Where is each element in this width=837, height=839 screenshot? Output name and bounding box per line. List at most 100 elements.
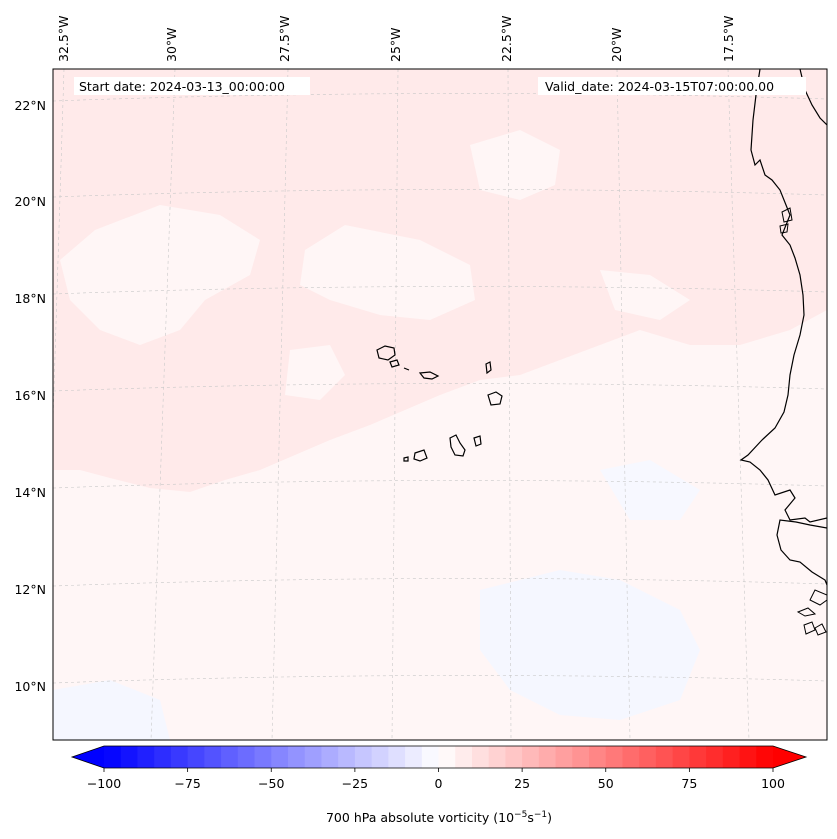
colorbar-segments	[72, 746, 806, 768]
colorbar-segment	[672, 746, 690, 768]
boa-vista-island	[487, 391, 503, 406]
lon-label: 30°W	[164, 27, 179, 62]
colorbar: −100 −75 −50 −25 0 25 50 75 100 700 hPa absolute…	[70, 745, 808, 825]
lat-label: 16°N	[14, 388, 46, 403]
colorbar-segment	[689, 746, 707, 768]
sao-nicolau-island	[418, 371, 440, 380]
colorbar-segment	[455, 746, 473, 768]
colorbar-segment	[589, 746, 607, 768]
negative-vorticity-region	[53, 680, 170, 740]
colorbar-segment	[655, 746, 674, 768]
colorbar-segment	[321, 746, 339, 768]
colorbar-segment	[522, 746, 540, 768]
colorbar-segment	[471, 746, 490, 768]
colorbar-segment	[354, 746, 373, 768]
colorbar-segment	[187, 746, 205, 768]
bissagos-coastline	[809, 589, 827, 606]
lon-label: 22.5°W	[499, 16, 514, 62]
colorbar-tick-label: 0	[435, 776, 443, 791]
colorbar-segment	[120, 746, 139, 768]
colorbar-segment	[538, 746, 557, 768]
africa-coastline-south	[776, 519, 827, 586]
lat-label: 18°N	[14, 291, 46, 306]
colorbar-tick-label: −100	[87, 776, 121, 791]
negative-vorticity-region	[600, 460, 700, 520]
colorbar-segment	[505, 746, 523, 768]
map-frame	[52, 68, 828, 741]
valid-date-label: Valid_date: 2024-03-15T07:00:00.00	[545, 79, 774, 94]
colorbar-segment	[438, 746, 456, 768]
maio-island	[473, 435, 482, 447]
negative-vorticity-region	[480, 570, 700, 720]
colorbar-extend-low	[72, 746, 104, 768]
colorbar-segment	[572, 746, 590, 768]
colorbar-segment	[338, 746, 356, 768]
brava-island	[403, 456, 409, 462]
santo-antao-island	[376, 345, 396, 361]
colorbar-segment	[421, 746, 440, 768]
colorbar-tick-label: −25	[342, 776, 368, 791]
colorbar-segment	[639, 746, 657, 768]
colorbar-segment	[388, 746, 406, 768]
colorbar-tick-label: 50	[598, 776, 614, 791]
colorbar-segment	[722, 746, 741, 768]
colorbar-segment	[170, 746, 189, 768]
weak-vorticity-patch	[600, 270, 690, 320]
colorbar-segment	[104, 746, 122, 768]
weak-vorticity-patch	[60, 205, 260, 345]
colorbar-tick-label: 75	[681, 776, 697, 791]
lon-label: 17.5°W	[721, 16, 736, 62]
cape-verde-islands	[376, 345, 503, 462]
bissagos-islands	[796, 607, 827, 636]
fogo-island	[413, 449, 428, 462]
sal-island	[485, 361, 492, 375]
banc-d-arguin-islands	[779, 207, 793, 234]
weak-vorticity-patch	[285, 345, 345, 400]
colorbar-segment	[271, 746, 289, 768]
lon-label: 25°W	[388, 27, 403, 62]
colorbar-segment	[287, 746, 306, 768]
longitude-labels: 32.5°W 30°W 27.5°W 25°W 22.5°W 20°W 17.5…	[56, 16, 736, 62]
lat-label: 22°N	[14, 98, 46, 113]
santa-luzia-island	[403, 367, 410, 371]
colorbar-segment	[154, 746, 172, 768]
colorbar-tick-label: 100	[761, 776, 785, 791]
colorbar-tick-label: −50	[258, 776, 284, 791]
colorbar-extend-high	[773, 746, 806, 768]
lon-label: 32.5°W	[56, 16, 71, 62]
longitude-gridlines	[53, 69, 750, 740]
colorbar-label: 700 hPa absolute vorticity (10−5s−1)	[326, 810, 552, 825]
colorbar-segment	[221, 746, 239, 768]
lon-label: 20°W	[609, 27, 624, 62]
lon-label: 27.5°W	[277, 16, 292, 62]
map-panel: Start date: 2024-03-13_00:00:00 Valid_da…	[53, 69, 827, 740]
colorbar-segment	[137, 746, 155, 768]
latitude-labels: 22°N 20°N 18°N 16°N 14°N 12°N 10°N	[14, 98, 46, 694]
colorbar-segment	[605, 746, 624, 768]
colorbar-segment	[237, 746, 256, 768]
colorbar-segment	[739, 746, 757, 768]
colorbar-segment	[405, 746, 423, 768]
colorbar-ticks: −100 −75 −50 −25 0 25 50 75 100	[87, 768, 785, 791]
weak-vorticity-patch	[470, 130, 560, 200]
colorbar-tick-label: −75	[174, 776, 200, 791]
santiago-island	[449, 434, 466, 457]
start-date-background	[74, 77, 310, 95]
lat-label: 14°N	[14, 485, 46, 500]
weak-vorticity-patch	[300, 225, 475, 320]
colorbar-segment	[204, 746, 222, 768]
colorbar-segment	[706, 746, 724, 768]
lat-label: 10°N	[14, 679, 46, 694]
africa-coastline	[739, 69, 827, 523]
colorbar-segment	[254, 746, 272, 768]
colorbar-segment	[555, 746, 573, 768]
start-date-label: Start date: 2024-03-13_00:00:00	[79, 79, 285, 94]
lat-label: 12°N	[14, 582, 46, 597]
lat-label: 20°N	[14, 194, 46, 209]
colorbar-tick-label: 25	[514, 776, 530, 791]
colorbar-segment	[304, 746, 323, 768]
colorbar-segment	[756, 746, 774, 768]
colorbar-segment	[488, 746, 507, 768]
valid-date-background	[538, 77, 806, 95]
